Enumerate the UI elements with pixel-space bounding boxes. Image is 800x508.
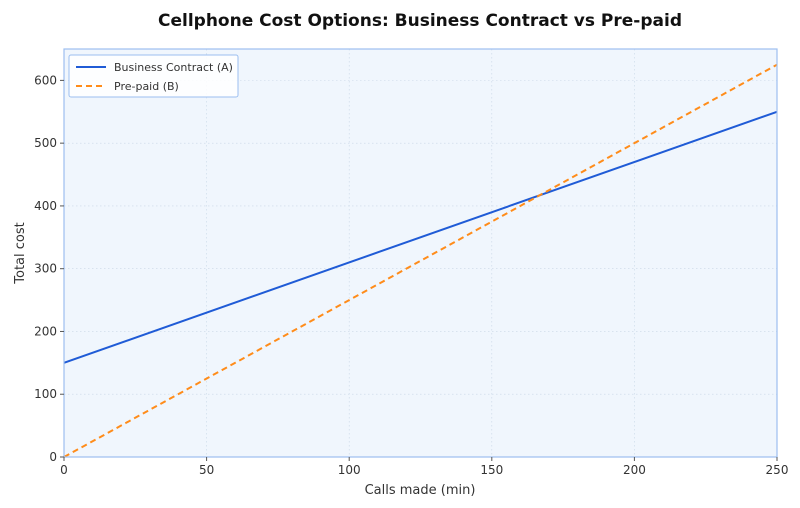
x-tick-label: 200	[623, 463, 646, 477]
legend-label-pre-paid: Pre-paid (B)	[114, 80, 179, 93]
x-tick-label: 150	[480, 463, 503, 477]
y-tick-label: 600	[34, 73, 57, 87]
y-tick-label: 0	[49, 450, 57, 464]
x-axis-label: Calls made (min)	[365, 483, 476, 498]
x-tick-label: 50	[199, 463, 214, 477]
y-axis-ticks: 0 100 200 300 400 500 600	[34, 73, 64, 464]
plot-area	[64, 49, 777, 457]
legend-label-business-contract: Business Contract (A)	[114, 61, 233, 74]
x-tick-label: 250	[766, 463, 789, 477]
legend: Business Contract (A) Pre-paid (B)	[68, 54, 239, 98]
y-axis-label: Total cost	[13, 222, 28, 284]
x-axis-ticks: 0 50 100 150 200 250	[60, 457, 788, 477]
plot-border	[63, 48, 778, 458]
y-tick-label: 400	[34, 199, 57, 213]
legend-box	[68, 54, 239, 98]
y-tick-label: 100	[34, 387, 57, 401]
y-tick-label: 500	[34, 136, 57, 150]
x-tick-label: 0	[60, 463, 68, 477]
y-tick-label: 200	[34, 324, 57, 338]
series-line-pre-paid	[63, 63, 778, 458]
x-tick-label: 100	[338, 463, 361, 477]
series-line-business-contract	[63, 110, 778, 364]
chart-title: Cellphone Cost Options: Business Contrac…	[158, 11, 682, 31]
y-tick-label: 300	[34, 262, 57, 276]
series-layer	[63, 63, 778, 458]
